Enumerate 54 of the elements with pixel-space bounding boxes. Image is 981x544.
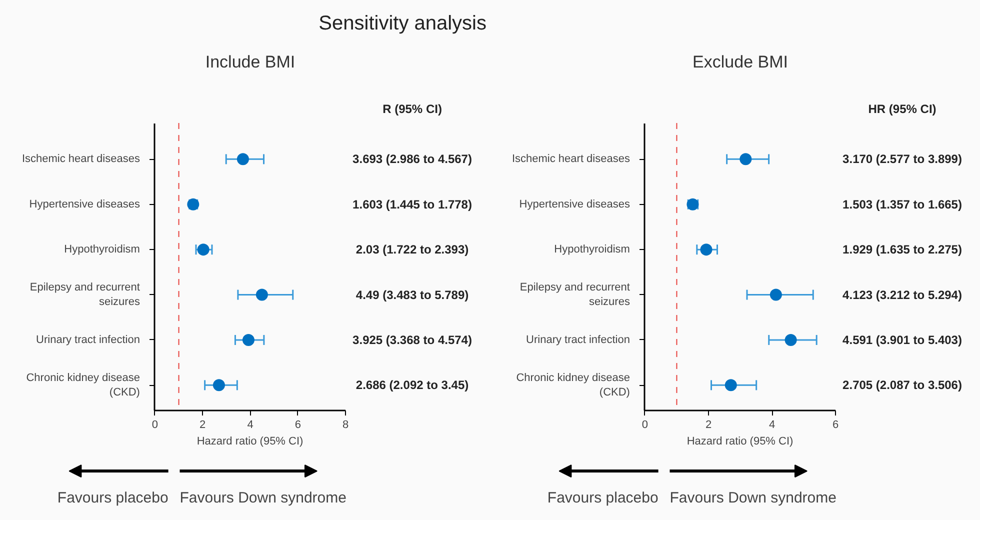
y-tick-label: Chronic kidney disease (CKD) <box>516 372 630 398</box>
data-label: 1.503 (1.357 to 1.665) <box>842 197 962 212</box>
text: HR (95% CI) <box>868 102 936 116</box>
x-tick-label: 0 <box>152 419 158 432</box>
point <box>212 379 225 392</box>
text: Favours Down syndrome <box>180 490 346 507</box>
text: R (95% CI) <box>382 102 442 116</box>
data-label: 4.49 (3.483 to 5.789) <box>356 288 469 302</box>
x-tick-label: 2 <box>705 419 712 432</box>
y-tick-label: Urinary tract infection <box>526 334 630 346</box>
data-label: 1.929 (1.635 to 2.275) <box>842 242 962 257</box>
x-tick-label: 6 <box>832 419 839 432</box>
x-axis-title: Hazard ratio (95% CI) <box>196 436 304 448</box>
data-label: 2.686 (2.092 to 3.45) <box>356 378 469 392</box>
data-label: 1.603 (1.445 to 1.778) <box>352 197 472 212</box>
y-tick-label: Ischemic heart diseases <box>512 153 630 166</box>
x-axis-title: Hazard ratio (95% CI) <box>686 436 794 448</box>
chart-subtitle: Exclude BMI <box>692 52 788 72</box>
data-label: 4.591 (3.901 to 5.403) <box>842 332 962 347</box>
data-label: 2.03 (1.722 to 2.393) <box>356 242 469 257</box>
point <box>740 153 752 166</box>
y-tick-label: Ischemic heart diseases <box>22 153 140 166</box>
x-tick-label: 2 <box>200 419 206 432</box>
point <box>784 334 797 346</box>
point <box>770 288 782 301</box>
point <box>724 379 737 392</box>
point <box>256 288 268 301</box>
y-tick-label: Epilepsy and recurrent seizures <box>30 282 140 308</box>
data-label: 3.170 (2.577 to 3.899) <box>842 152 962 166</box>
x-tick-label: 0 <box>642 419 648 432</box>
x-tick-label: 6 <box>294 419 301 432</box>
x-tick-label: 4 <box>247 419 254 432</box>
data-label: 4.123 (3.212 to 5.294) <box>842 288 962 302</box>
y-tick-label: Urinary tract infection <box>36 334 140 346</box>
x-tick-label: 8 <box>342 419 349 432</box>
y-tick-label: Hypothyroidism <box>554 244 630 256</box>
data-label: 3.693 (2.986 to 4.567) <box>352 152 472 166</box>
point <box>242 334 254 346</box>
text: Favours placebo <box>547 490 658 507</box>
point <box>236 153 249 166</box>
point <box>700 244 712 256</box>
text: Favours Down syndrome <box>670 490 836 507</box>
y-tick-label: Chronic kidney disease (CKD) <box>26 372 140 398</box>
text: Favours placebo <box>57 490 168 507</box>
y-tick-label: Hypertensive diseases <box>29 198 140 210</box>
x-tick-label: 4 <box>768 419 776 432</box>
point <box>197 244 210 256</box>
y-tick-label: Hypertensive diseases <box>519 198 630 210</box>
y-tick-label: Epilepsy and recurrent seizures <box>520 282 630 308</box>
chart-subtitle: Include BMI <box>205 52 296 72</box>
y-tick-label: Hypothyroidism <box>64 244 140 256</box>
text: Sensitivity analysis <box>318 12 486 35</box>
data-label: 2.705 (2.087 to 3.506) <box>842 378 962 392</box>
data-label: 3.925 (3.368 to 4.574) <box>352 332 472 347</box>
